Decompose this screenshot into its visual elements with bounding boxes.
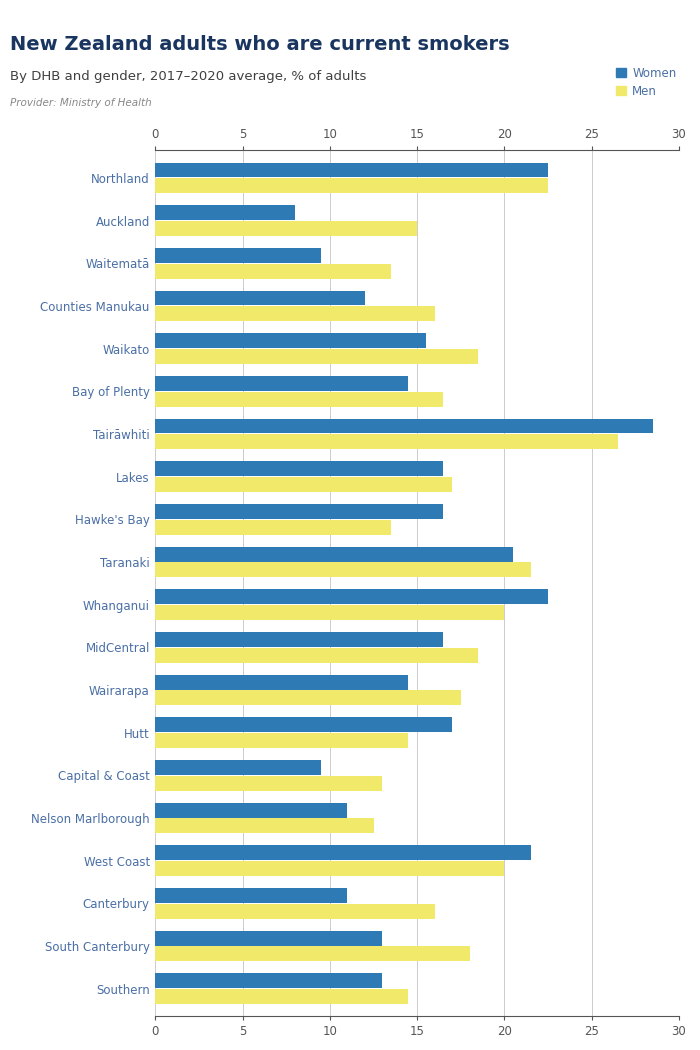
Bar [155, 717, 452, 732]
Bar [155, 760, 321, 775]
Bar [155, 674, 409, 690]
Bar [155, 419, 653, 434]
Bar [155, 973, 382, 988]
Bar [155, 392, 443, 406]
Bar [155, 435, 618, 449]
Bar [155, 989, 409, 1004]
Bar [155, 888, 347, 903]
Bar [155, 776, 382, 791]
Text: New Zealand adults who are current smokers: New Zealand adults who are current smoke… [10, 35, 510, 54]
Bar [155, 946, 470, 962]
Bar [155, 220, 417, 236]
Bar [155, 520, 391, 534]
Bar [155, 605, 505, 620]
Bar [155, 461, 443, 476]
Bar [155, 163, 548, 177]
Bar [155, 802, 347, 818]
Bar [155, 333, 426, 349]
Text: figure.nz: figure.nz [592, 17, 669, 32]
Bar [155, 291, 365, 306]
Bar [155, 307, 435, 321]
Bar [155, 504, 443, 519]
Bar [155, 563, 531, 578]
Bar [155, 632, 443, 647]
Bar [155, 264, 391, 278]
Bar [155, 376, 409, 391]
Bar [155, 178, 548, 193]
Bar [155, 691, 461, 706]
Bar [155, 861, 505, 876]
Text: Provider: Ministry of Health: Provider: Ministry of Health [10, 98, 153, 108]
Bar [155, 904, 435, 919]
Bar [155, 648, 478, 663]
Bar [155, 930, 382, 946]
Bar [155, 845, 531, 860]
Legend: Women, Men: Women, Men [616, 67, 677, 98]
Text: By DHB and gender, 2017–2020 average, % of adults: By DHB and gender, 2017–2020 average, % … [10, 70, 367, 83]
Bar [155, 818, 374, 834]
Bar [155, 733, 409, 748]
Bar [155, 477, 452, 492]
Bar [155, 547, 513, 562]
Bar [155, 349, 478, 364]
Bar [155, 248, 321, 262]
Bar [155, 589, 548, 604]
Bar [155, 205, 295, 220]
